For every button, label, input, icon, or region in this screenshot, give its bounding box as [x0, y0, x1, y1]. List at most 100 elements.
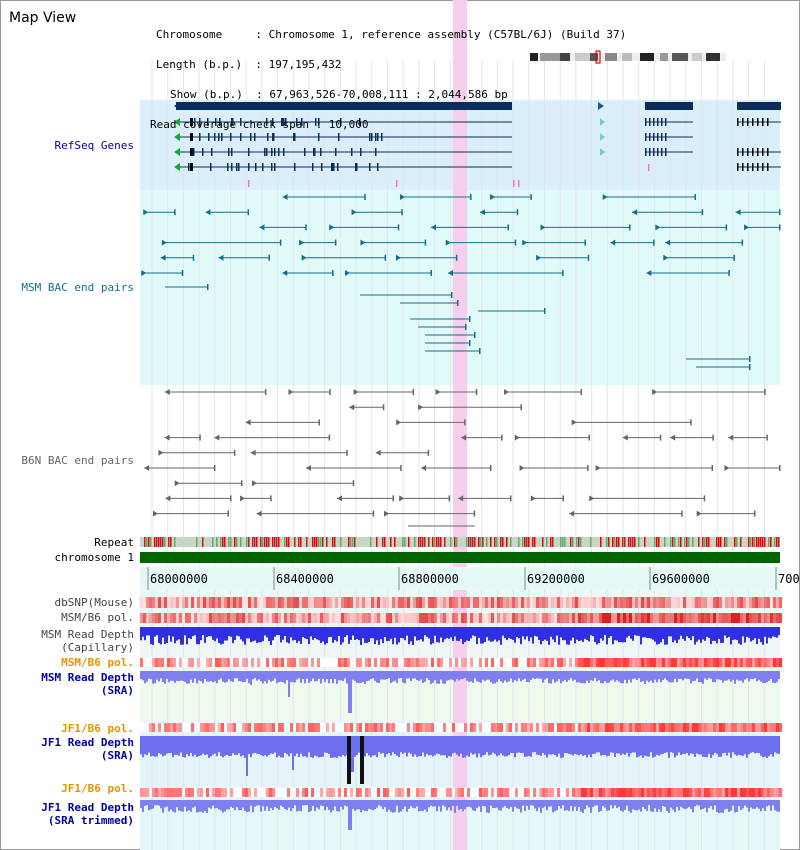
- msm-b6-pol-track-2-cell: [605, 658, 608, 667]
- jf1-b6-pol-track-1-cell: [290, 723, 293, 732]
- msm-depth-capillary-track[interactable]: [140, 627, 780, 645]
- jf1-b6-pol-track-1-cell: [185, 723, 188, 732]
- msm-b6-pol-track-2-cell: [593, 658, 596, 667]
- msm-depth-sra-track-bar: [386, 671, 388, 679]
- msm-depth-sra-track-bar: [472, 671, 474, 683]
- msm-b6-pol-track-1-cell: [686, 613, 689, 623]
- dbsnp-track-cell: [656, 597, 659, 608]
- dbsnp-track-cell: [593, 597, 596, 608]
- repeat-element: [156, 537, 158, 547]
- track-label-msm-depth-sra[interactable]: MSM Read Depth: [41, 671, 134, 684]
- msm-depth-sra-track-bar: [398, 671, 400, 679]
- track-label-jf1-depth[interactable]: JF1 Read Depth: [41, 736, 134, 749]
- jf1-b6-pol-track-2-cell: [215, 788, 218, 797]
- jf1-b6-pol-track-1-cell: [197, 723, 200, 732]
- msm-b6-pol-track-2-cell: [368, 658, 371, 667]
- gene-exon: [757, 118, 759, 126]
- msm-depth-capillary-track-bar: [388, 627, 390, 641]
- repeat-track[interactable]: [140, 537, 780, 547]
- jf1-depth-trimmed-track[interactable]: [140, 800, 780, 830]
- repeat-element: [664, 537, 666, 547]
- gene-exon: [665, 133, 667, 141]
- track-label-dbsnp[interactable]: dbSNP(Mouse): [54, 596, 134, 609]
- msm-depth-sra-track[interactable]: [140, 671, 780, 713]
- jf1-b6-pol-track-2-cell: [239, 788, 242, 797]
- info-length: Length (b.p.) : 197,195,432: [156, 58, 342, 71]
- dbsnp-track-cell: [422, 597, 425, 608]
- msm-depth-capillary-track-bar: [178, 627, 180, 640]
- track-label-jf1-b6-pol-2[interactable]: JF1/B6 pol.: [61, 782, 134, 795]
- gene-exon: [377, 133, 379, 141]
- msm-depth-capillary-track-bar: [450, 627, 452, 638]
- jf1-depth-sra-track-bar: [588, 736, 590, 755]
- jf1-b6-pol-track-1-cell: [692, 723, 695, 732]
- msm-depth-sra-track-bar: [740, 671, 742, 681]
- jf1-depth-trimmed-track-bar: [332, 800, 334, 811]
- track-label-repeat[interactable]: Repeat: [94, 536, 134, 549]
- b6n-bac-end-marker: [519, 465, 525, 471]
- msm-depth-sra-track-bar: [230, 671, 232, 682]
- msm-b6-pol-track-2-cell: [395, 658, 398, 667]
- jf1-b6-pol-track-1-cell: [461, 723, 464, 732]
- track-label-b6n-bac[interactable]: B6N BAC end pairs: [21, 454, 134, 467]
- msm-depth-sra-track-bar: [168, 671, 170, 683]
- msm-b6-pol-track-1-cell: [401, 613, 404, 623]
- msm-b6-pol-track-2-cell: [248, 658, 251, 667]
- jf1-b6-pol-track-2-cell: [422, 788, 425, 797]
- track-label-jf1-b6-pol-1[interactable]: JF1/B6 pol.: [61, 722, 134, 735]
- msm-depth-capillary-track-bar: [296, 627, 298, 643]
- msm-b6-pol-track-2-cell: [488, 658, 491, 667]
- msm-depth-sra-track-bar: [510, 671, 512, 679]
- jf1-depth-trimmed-track-bar: [530, 800, 532, 806]
- jf1-depth-trimmed-track-bar: [184, 800, 186, 807]
- track-label-refseq-genes[interactable]: RefSeq Genes: [54, 139, 134, 152]
- msm-b6-pol-track-2-cell: [296, 658, 299, 667]
- msm-bac-end-marker: [507, 224, 509, 231]
- track-label-msm-b6-pol-1[interactable]: MSM/B6 pol.: [61, 611, 134, 624]
- msm-b6-pol-track-1[interactable]: [140, 613, 782, 623]
- chromosome-ideogram[interactable]: [530, 50, 726, 64]
- msm-depth-capillary-track-bar: [542, 627, 544, 641]
- track-label-msm-bac[interactable]: MSM BAC end pairs: [21, 281, 134, 294]
- jf1-depth-sra-track-bar: [552, 736, 554, 755]
- msm-bac-end-marker: [360, 239, 366, 246]
- msm-b6-pol-track-1-cell: [575, 613, 578, 623]
- jf1-b6-pol-track-2[interactable]: [140, 788, 782, 797]
- jf1-depth-sra-track-bar: [488, 736, 490, 756]
- jf1-depth-trimmed-track-bar: [372, 800, 374, 811]
- msm-b6-pol-track-1-cell: [692, 613, 695, 623]
- dbsnp-track-cell: [164, 597, 167, 608]
- msm-b6-pol-track-1-cell: [374, 613, 377, 623]
- msm-depth-sra-track-bar: [268, 671, 270, 680]
- msm-b6-pol-track-1-cell: [701, 613, 704, 623]
- repeat-element: [726, 537, 728, 547]
- msm-b6-pol-track-1-cell: [473, 613, 476, 623]
- jf1-depth-trimmed-track-bar: [276, 800, 278, 809]
- jf1-b6-pol-track-1[interactable]: [140, 723, 782, 732]
- repeat-element: [312, 537, 314, 547]
- jf1-b6-pol-track-2-cell: [449, 788, 452, 797]
- msm-depth-sra-track-bar: [464, 671, 466, 679]
- jf1-b6-pol-track-1-cell: [431, 723, 434, 732]
- msm-depth-sra-track-bar: [404, 671, 406, 684]
- jf1-depth-trimmed-track-bar: [358, 800, 360, 810]
- track-label-msm-depth-capillary[interactable]: MSM Read Depth: [41, 628, 134, 641]
- jf1-depth-sra-track[interactable]: [140, 736, 780, 776]
- msm-b6-pol-track-2-cell: [212, 658, 215, 667]
- track-label-msm-b6-pol-2[interactable]: MSM/B6 pol.: [61, 656, 134, 669]
- jf1-b6-pol-track-2-cell: [638, 788, 641, 797]
- jf1-depth-trimmed-track-bar: [438, 800, 440, 807]
- jf1-b6-pol-track-2-cell: [143, 788, 146, 797]
- jf1-b6-pol-track-2-cell: [188, 788, 191, 797]
- msm-depth-sra-track-bar: [574, 671, 576, 680]
- jf1-depth-sra-track-bar: [758, 736, 760, 753]
- jf1-depth-trimmed-track-bar: [742, 800, 744, 809]
- track-label-jf1-depth-trimmed[interactable]: JF1 Read Depth: [41, 801, 134, 814]
- msm-b6-pol-track-2[interactable]: [140, 658, 782, 667]
- jf1-b6-pol-track-1-cell: [398, 723, 401, 732]
- jf1-depth-sra-track-bar: [546, 736, 548, 758]
- msm-b6-pol-track-1-cell: [392, 613, 395, 623]
- msm-b6-pol-track-1-cell: [587, 613, 590, 623]
- dbsnp-track[interactable]: [140, 597, 782, 608]
